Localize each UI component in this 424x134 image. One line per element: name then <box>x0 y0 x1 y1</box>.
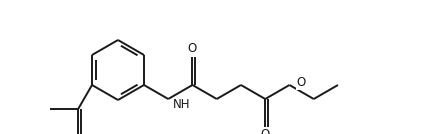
Text: O: O <box>261 129 270 134</box>
Text: O: O <box>188 42 197 55</box>
Text: NH: NH <box>173 98 191 111</box>
Text: O: O <box>296 77 306 90</box>
